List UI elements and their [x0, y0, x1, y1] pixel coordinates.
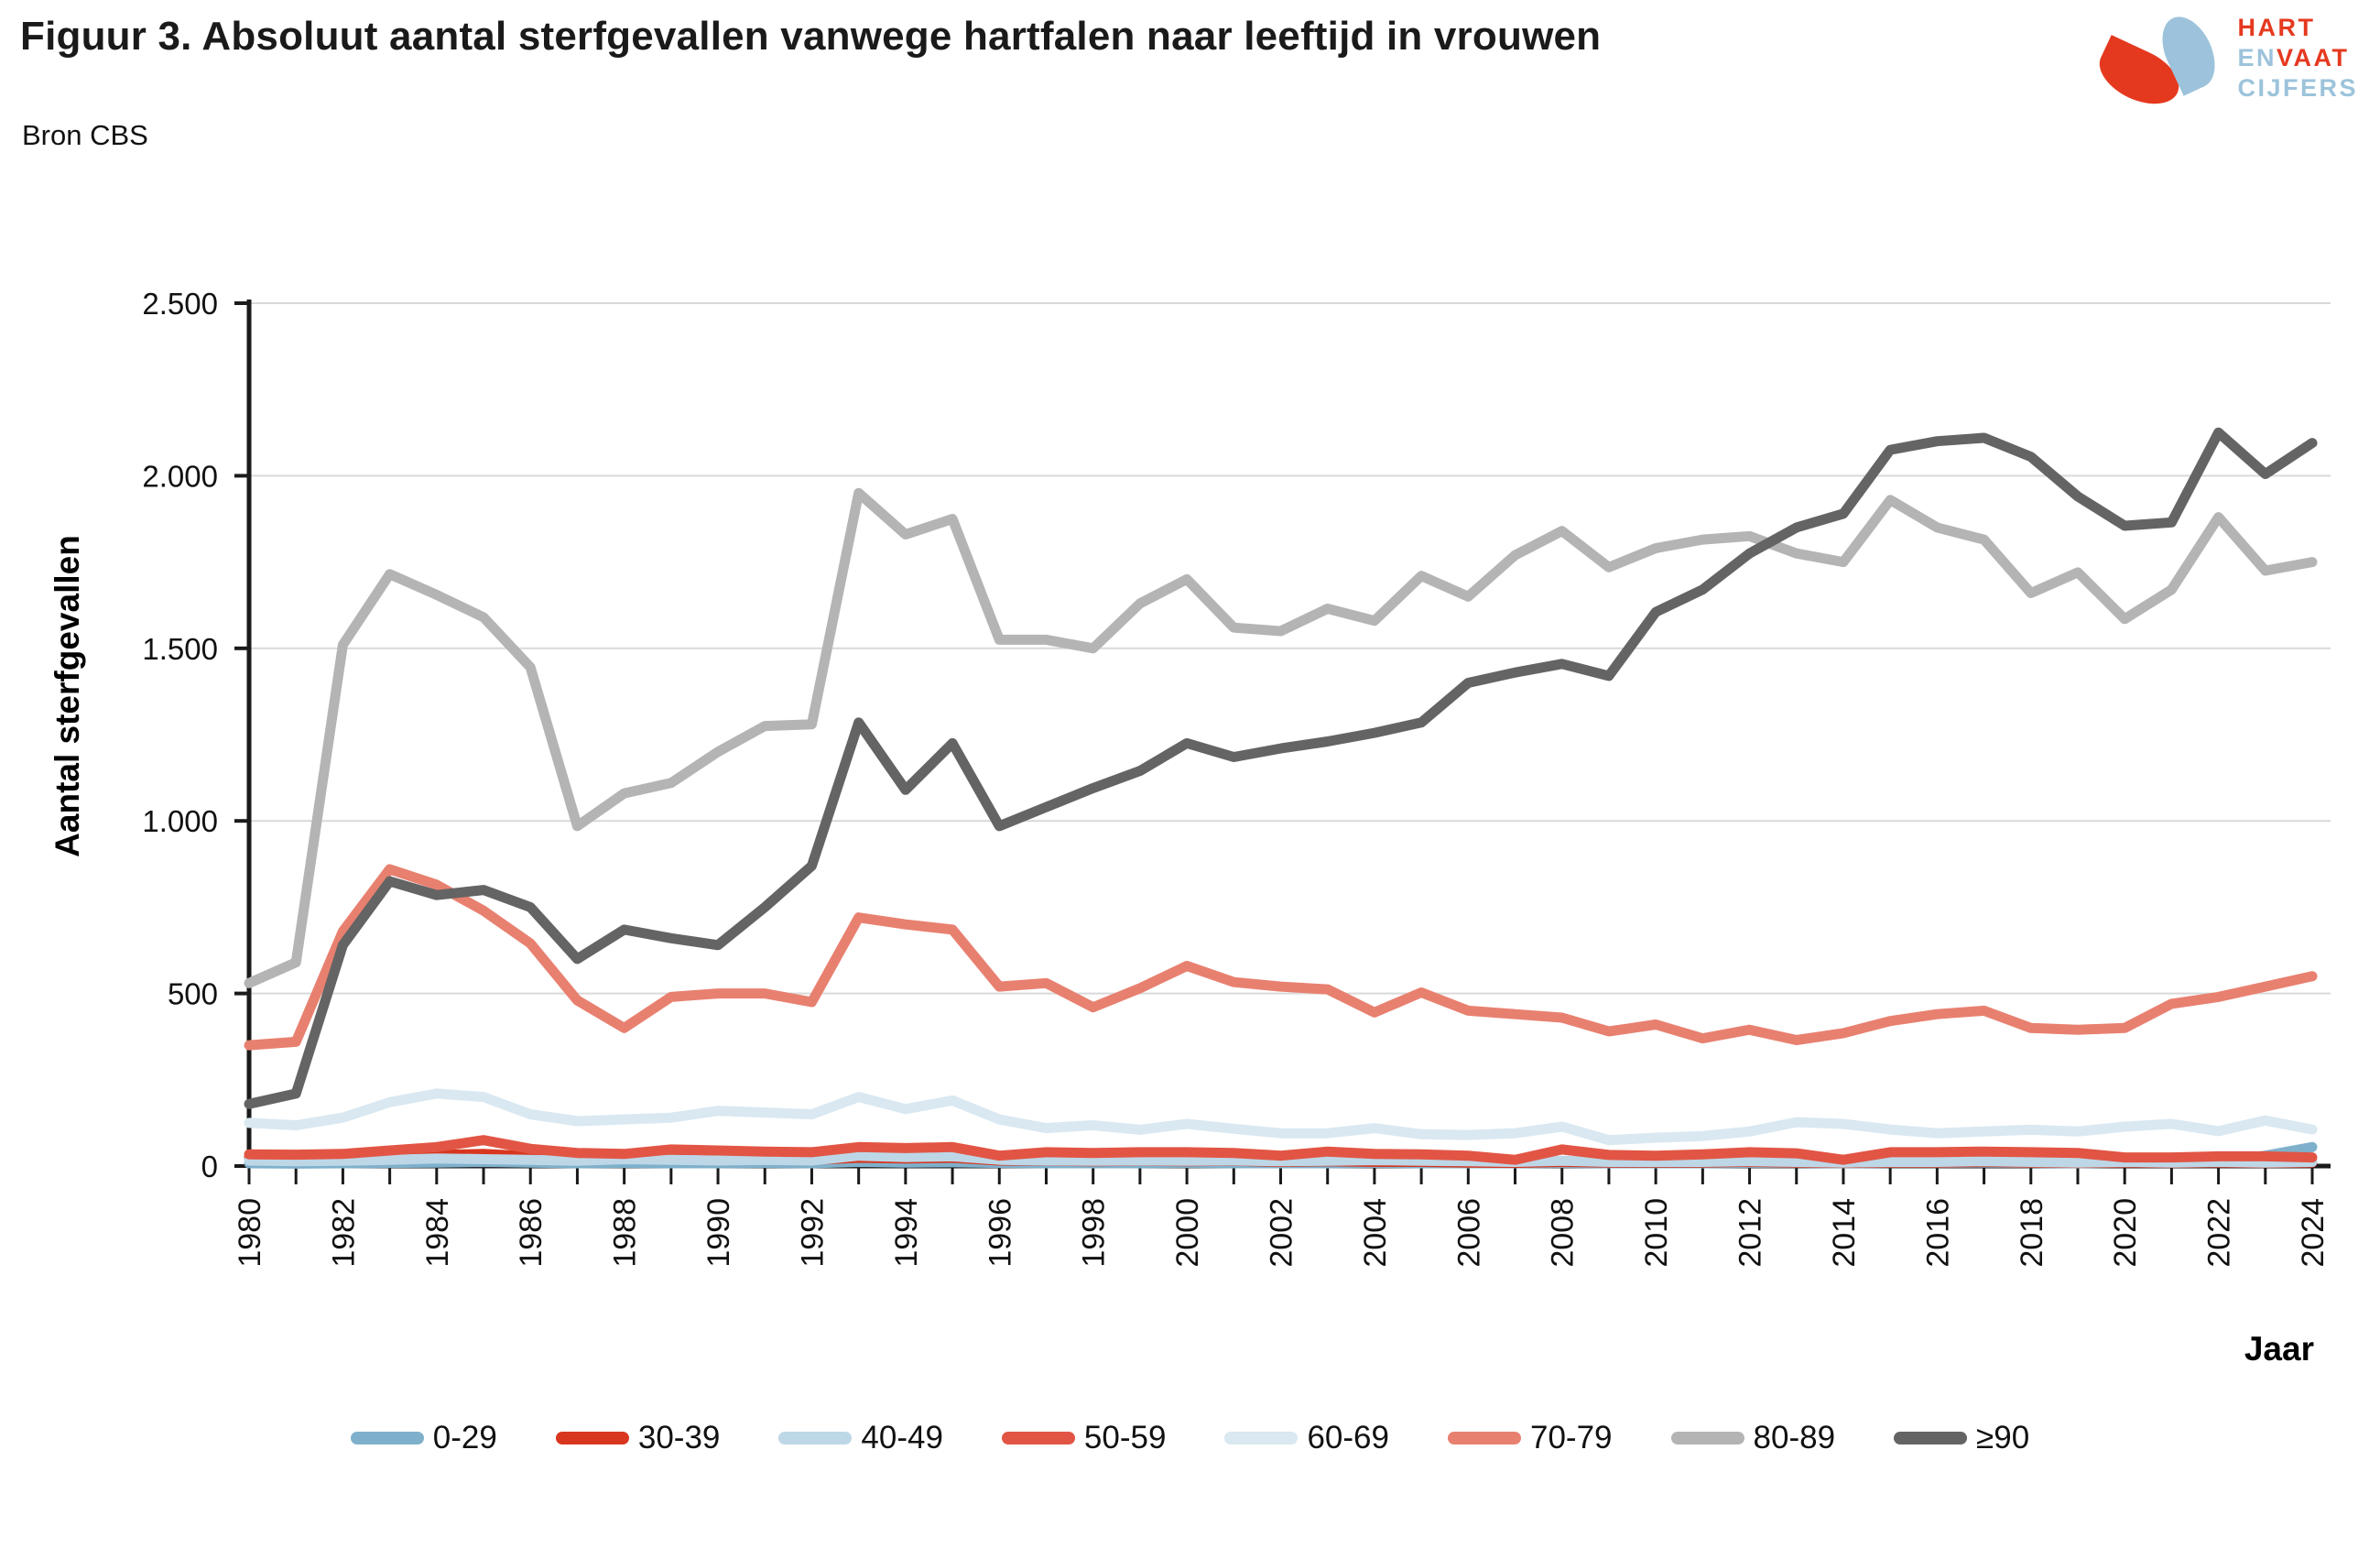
y-tick-label: 1.500: [142, 632, 218, 666]
legend-label: 50-59: [1083, 1420, 1167, 1455]
legend-item-70-79: 70-79: [1447, 1420, 1613, 1456]
x-tick-label: 2004: [1358, 1198, 1393, 1268]
logo-word-en: EN: [2237, 43, 2277, 71]
x-tick-label: 1980: [233, 1198, 267, 1268]
x-tick-label: 2022: [2202, 1198, 2237, 1268]
x-tick-label: 1984: [420, 1198, 455, 1268]
hartenvaatcijfers-logo: HART ENVAAT CIJFERS: [2091, 8, 2358, 127]
legend-item-0-29: 0-29: [350, 1420, 497, 1456]
legend-swatch-icon: [555, 1432, 629, 1444]
y-tick-label: 500: [168, 977, 218, 1011]
logo-text: HART ENVAAT CIJFERS: [2237, 13, 2358, 104]
legend-item-80-89: 80-89: [1670, 1420, 1836, 1456]
x-tick-label: 2014: [1827, 1198, 1862, 1268]
logo-word-vaat: VAAT: [2276, 43, 2350, 71]
x-tick-label: 1986: [514, 1198, 549, 1268]
legend-swatch-icon: [1001, 1432, 1075, 1444]
legend-swatch-icon: [778, 1432, 853, 1444]
legend-item-ge90: ≥90: [1894, 1420, 2029, 1456]
y-tick-label: 2.000: [142, 459, 218, 493]
series-line-80-89: [244, 487, 2318, 988]
legend-item-50-59: 50-59: [1001, 1420, 1167, 1456]
legend-item-60-69: 60-69: [1224, 1420, 1389, 1456]
x-tick-label: 2010: [1639, 1198, 1674, 1268]
x-tick-label: 1990: [701, 1198, 736, 1268]
legend-label: 80-89: [1753, 1420, 1836, 1455]
legend-label: ≥90: [1976, 1420, 2030, 1455]
legend-label: 30-39: [637, 1420, 721, 1455]
x-tick-label: 1988: [608, 1198, 643, 1268]
legend-swatch-icon: [1447, 1432, 1521, 1444]
x-tick-label: 2016: [1920, 1198, 1955, 1268]
page-title: Figuur 3. Absoluut aantal sterfgevallen …: [20, 14, 1602, 59]
x-tick-label: 1998: [1077, 1198, 1112, 1268]
x-axis-title: Jaar: [2244, 1330, 2314, 1368]
legend-label: 70-79: [1529, 1420, 1613, 1455]
x-tick-label: 1982: [326, 1198, 361, 1268]
legend-label: 40-49: [861, 1420, 943, 1455]
y-tick-label: 1.000: [142, 804, 218, 838]
chart-legend: 0-29 30-39 40-49 50-59 60-69 70-79 80-89 ≥90: [0, 1411, 2380, 1466]
x-tick-label: 1994: [889, 1198, 924, 1268]
legend-item-40-49: 40-49: [778, 1420, 943, 1456]
y-tick-label: 2.500: [142, 287, 218, 321]
series-line-ge90: [244, 427, 2318, 1109]
series-line-40-49: [244, 1150, 2318, 1168]
legend-swatch-icon: [350, 1432, 424, 1444]
line-chart: 0 500 1.000 1.500 2.000 2.500 1980 1982 1984 1986…: [142, 287, 2331, 1268]
legend-swatch-icon: [1224, 1432, 1299, 1444]
x-tick-label: 2002: [1265, 1198, 1299, 1268]
legend-item-30-39: 30-39: [555, 1420, 721, 1456]
x-tick-label: 2020: [2108, 1198, 2143, 1268]
series-line-50-59: [244, 1135, 2318, 1165]
legend-swatch-icon: [1670, 1432, 1744, 1444]
x-tick-label: 2000: [1170, 1198, 1205, 1268]
series-line-70-79: [244, 864, 2318, 1051]
legend-swatch-icon: [1894, 1432, 1968, 1444]
source-label: Bron CBS: [22, 119, 148, 151]
logo-word-hart: HART: [2237, 14, 2316, 41]
x-tick-label: 1992: [795, 1198, 830, 1268]
series-line-60-69: [244, 1088, 2318, 1146]
legend-label: 0-29: [432, 1420, 497, 1455]
x-tick-label: 2012: [1733, 1198, 1768, 1268]
x-tick-label: 2008: [1546, 1198, 1581, 1268]
y-tick-label: 0: [201, 1150, 218, 1183]
legend-label: 60-69: [1307, 1420, 1389, 1455]
x-tick-label: 1996: [983, 1198, 1017, 1268]
x-tick-label: 2024: [2296, 1198, 2331, 1268]
x-tick-label: 2018: [2015, 1198, 2049, 1268]
x-tick-label: 2006: [1451, 1198, 1486, 1268]
logo-word-cijfers: CIJFERS: [2237, 73, 2358, 102]
